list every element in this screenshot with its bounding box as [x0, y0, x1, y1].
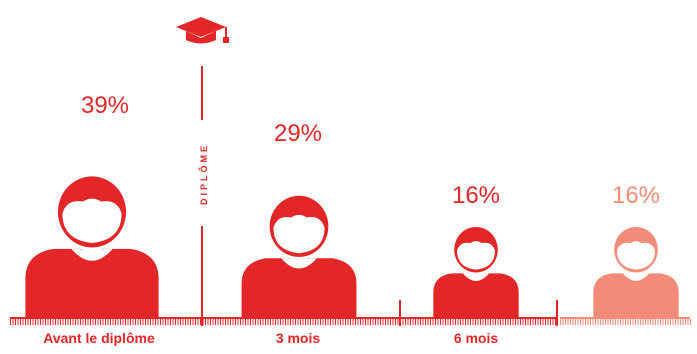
value-label-1: 29%	[273, 120, 323, 147]
separator-3-6-mois	[399, 300, 401, 326]
baseline-ruler	[10, 317, 556, 325]
graduation-cap-icon	[176, 17, 229, 44]
person-bar-1	[241, 193, 357, 317]
category-label-1: 3 mois	[275, 330, 321, 346]
diploma-divider-label: DIPLÔME	[196, 126, 212, 222]
value-label-3: 16%	[611, 182, 661, 209]
category-label-2: 6 mois	[453, 330, 499, 346]
value-label-0: 39%	[80, 92, 130, 119]
separator-6-mois-end	[556, 300, 558, 326]
diploma-label-text: DIPLÔME	[199, 142, 210, 206]
person-bar-3	[593, 225, 679, 317]
person-bar-0	[25, 173, 159, 317]
baseline-ruler-faded	[560, 317, 691, 325]
category-label-0: Avant le diplôme	[43, 330, 155, 346]
value-label-2: 16%	[451, 182, 501, 209]
diploma-line-top	[201, 66, 203, 120]
diploma-line-bottom	[201, 226, 203, 300]
person-bar-2	[433, 225, 519, 317]
separator-diploma-base	[201, 296, 203, 326]
